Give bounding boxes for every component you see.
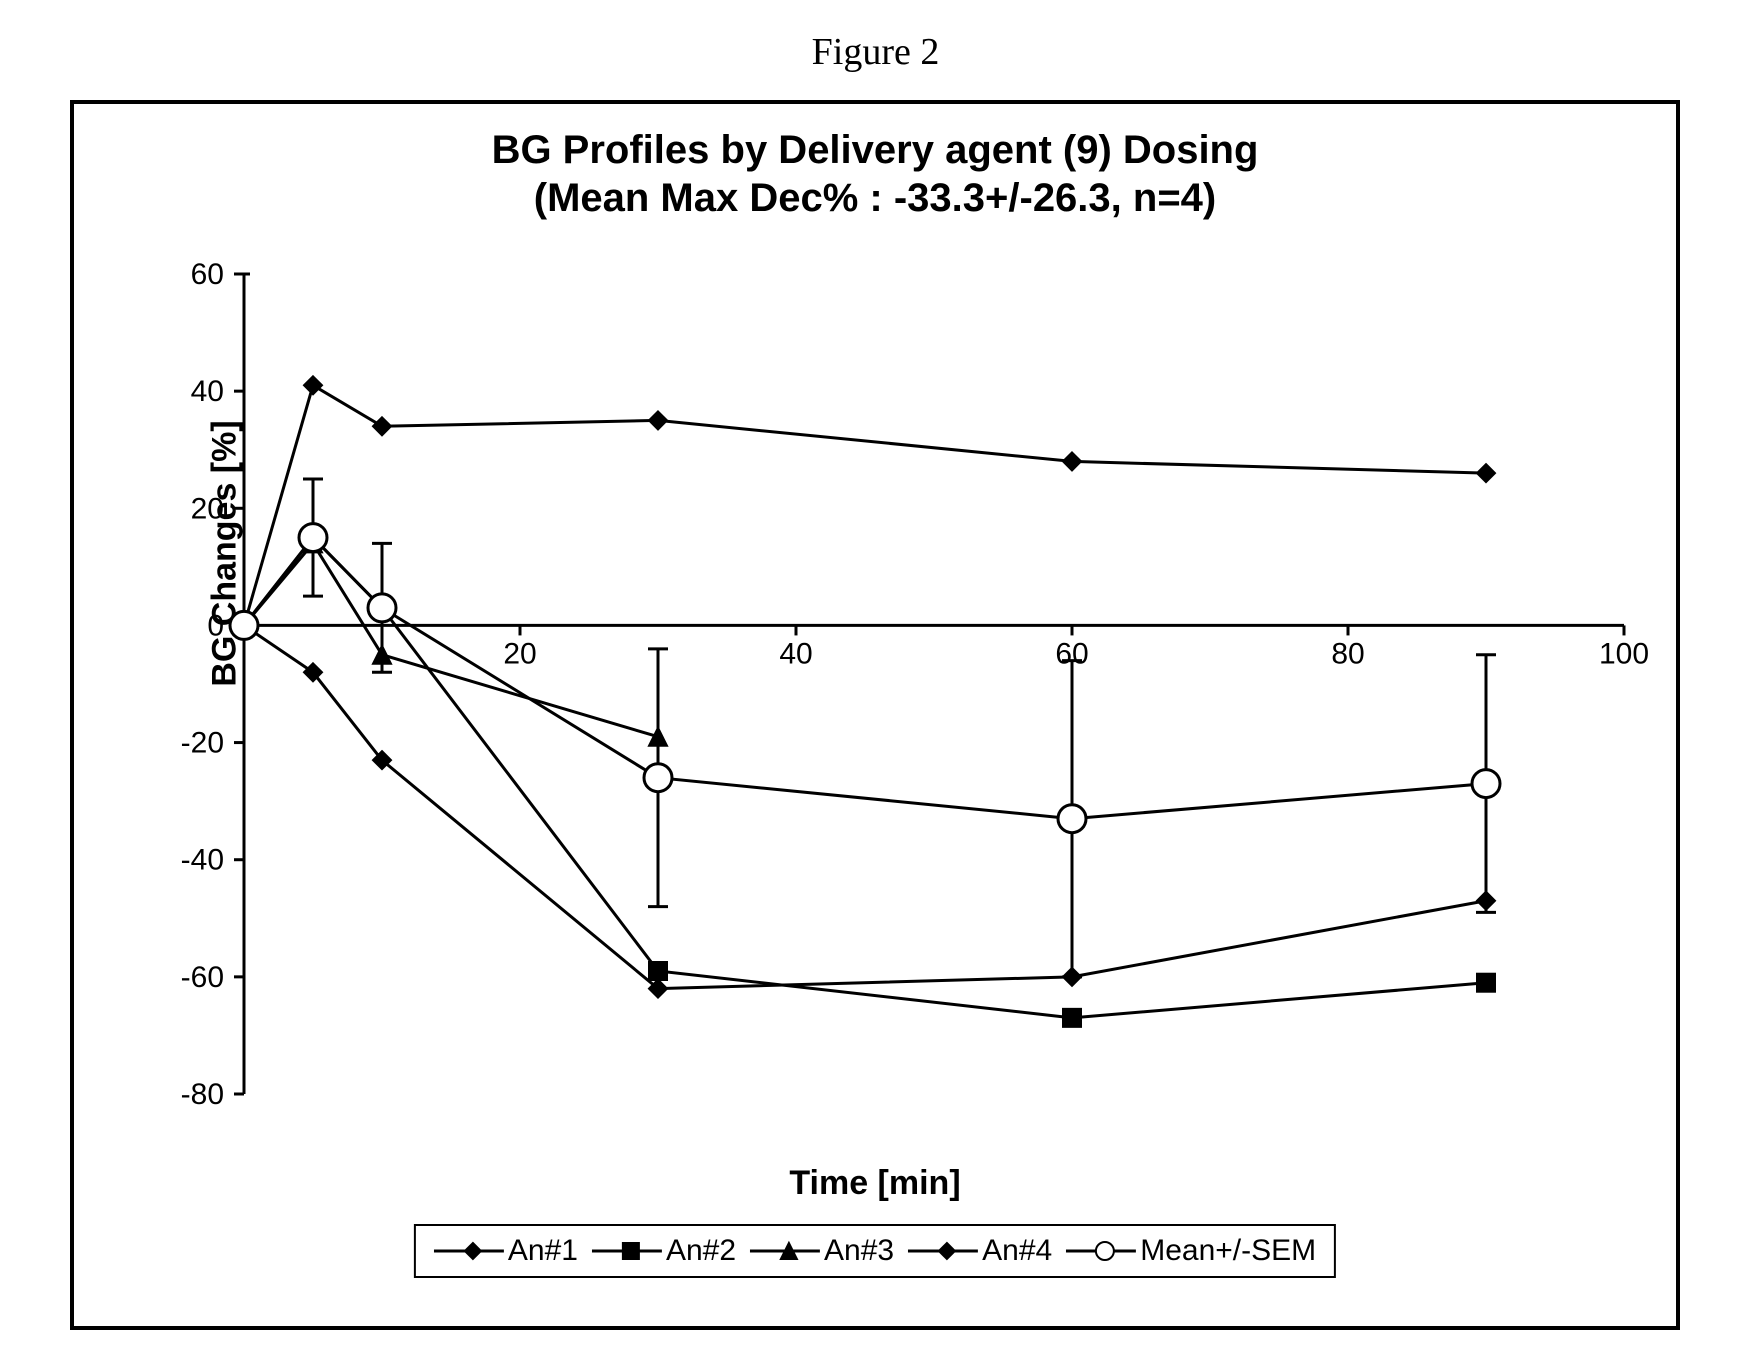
svg-text:-60: -60 [181,961,224,994]
legend-item: An#4 [908,1234,1052,1268]
legend-item: An#2 [592,1234,736,1268]
legend-label: An#2 [666,1234,736,1268]
svg-text:80: 80 [1331,637,1364,670]
svg-text:0: 0 [207,609,224,642]
svg-text:-40: -40 [181,844,224,877]
legend: An#1 An#2 An#3 An#4 Mean+/-SEM [414,1224,1336,1278]
svg-text:-80: -80 [181,1078,224,1111]
svg-text:40: 40 [191,375,224,408]
svg-text:20: 20 [503,637,536,670]
plot-area: -80-60-40-20020406020406080100 [244,274,1624,1094]
svg-text:40: 40 [779,637,812,670]
svg-text:-20: -20 [181,727,224,760]
page: Figure 2 BG Profiles by Delivery agent (… [0,0,1751,1363]
x-axis-label: Time [min] [74,1164,1676,1203]
chart-frame: BG Profiles by Delivery agent (9) Dosing… [70,100,1680,1330]
legend-label: Mean+/-SEM [1140,1234,1316,1268]
chart-title-line2: (Mean Max Dec% : -33.3+/-26.3, n=4) [534,176,1217,220]
legend-item: Mean+/-SEM [1066,1234,1316,1268]
figure-number: Figure 2 [0,30,1751,74]
chart-title-line1: BG Profiles by Delivery agent (9) Dosing [492,128,1259,172]
legend-label: An#4 [982,1234,1052,1268]
legend-label: An#3 [824,1234,894,1268]
svg-text:100: 100 [1599,637,1649,670]
svg-text:20: 20 [191,492,224,525]
legend-item: An#1 [434,1234,578,1268]
legend-label: An#1 [508,1234,578,1268]
chart-title: BG Profiles by Delivery agent (9) Dosing… [74,126,1676,222]
chart-svg: -80-60-40-20020406020406080100 [244,274,1624,1094]
svg-text:60: 60 [191,258,224,291]
legend-item: An#3 [750,1234,894,1268]
y-axis-label: BG Changes [%] [206,420,245,686]
